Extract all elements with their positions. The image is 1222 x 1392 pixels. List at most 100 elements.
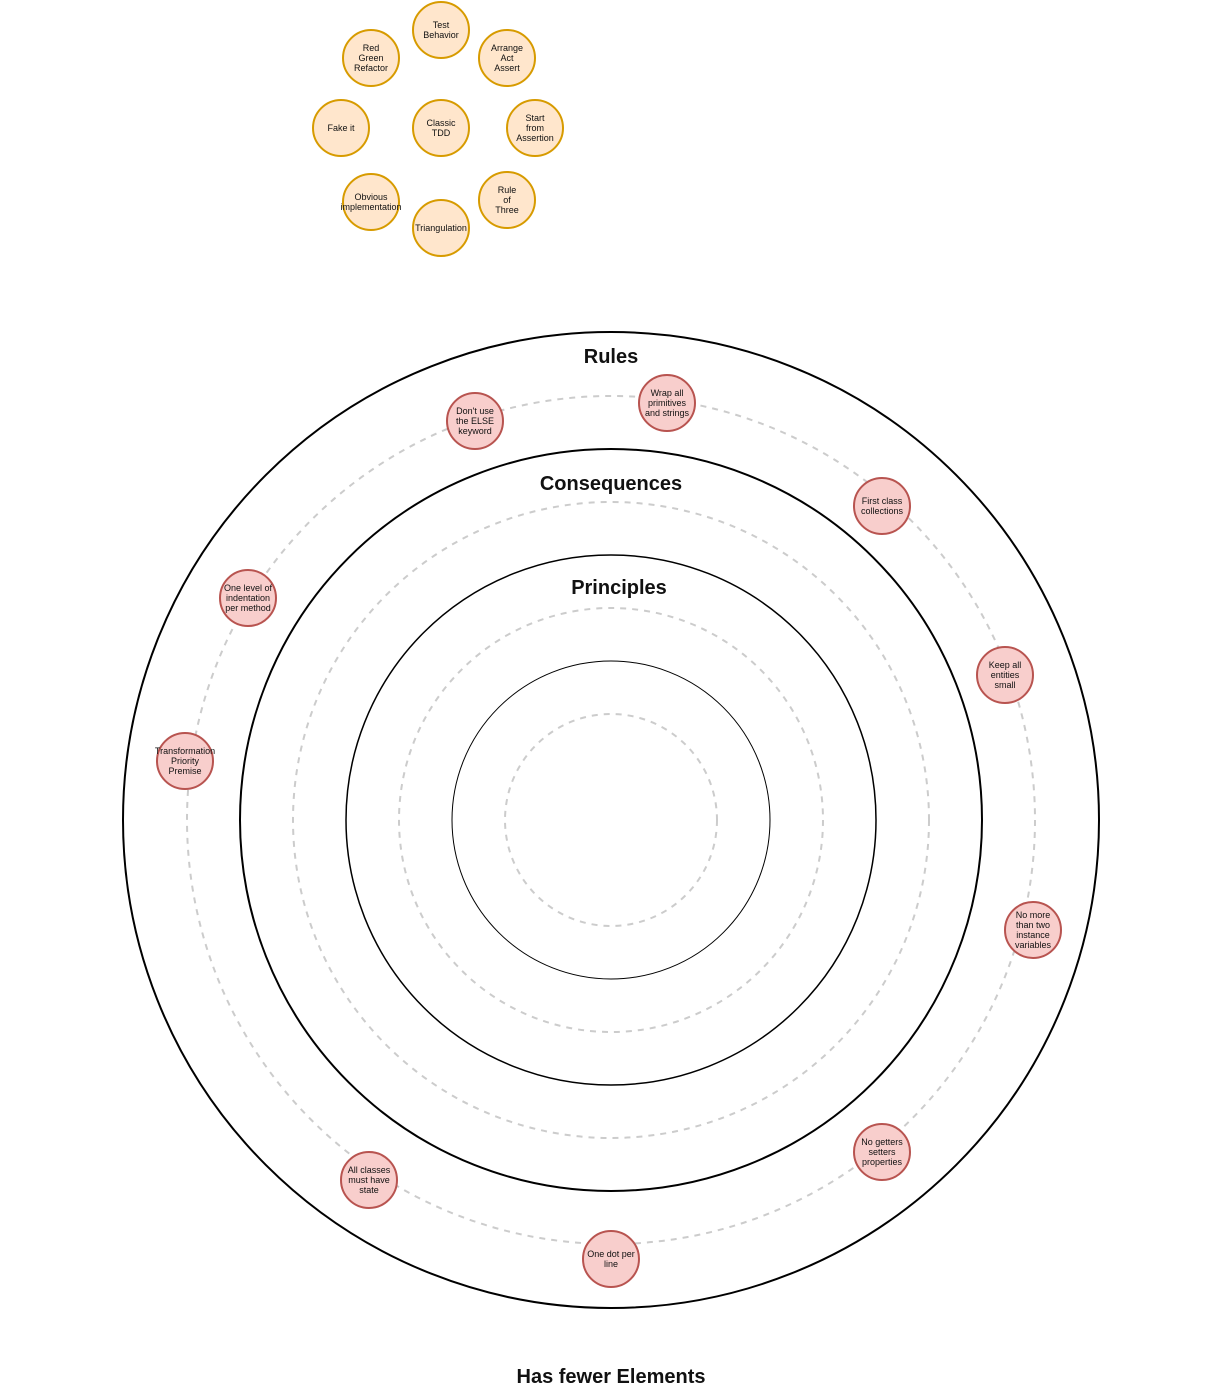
practice-circle xyxy=(412,1,470,59)
practice-circle xyxy=(342,29,400,87)
rule-circle xyxy=(219,569,277,627)
rule-label-line: Transformation xyxy=(155,746,215,756)
practice-label-line: Act xyxy=(500,53,514,63)
rule-label-line: setters xyxy=(868,1147,896,1157)
practice-label-line: Green xyxy=(358,53,383,63)
rule-label-line: must have xyxy=(348,1175,390,1185)
practice-label-line: Assert xyxy=(494,63,520,73)
practice-label-line: implementation xyxy=(340,202,401,212)
rule-label-line: line xyxy=(604,1259,618,1269)
consequences-ring xyxy=(239,448,983,1192)
practice-circle xyxy=(478,171,536,229)
consequences-orbit-dashed xyxy=(292,501,930,1139)
rule-label-line: instance xyxy=(1016,930,1050,940)
rule-label-line: Don't use xyxy=(456,406,494,416)
rule-circle xyxy=(156,732,214,790)
principles-ring xyxy=(345,554,877,1086)
practice-label-line: TDD xyxy=(432,128,451,138)
practice-label-line: Arrange xyxy=(491,43,523,53)
rule-label-line: the ELSE xyxy=(456,416,494,426)
rule-label-line: Priority xyxy=(171,756,200,766)
rule-label-line: Wrap all xyxy=(651,388,684,398)
rule-circle xyxy=(853,477,911,535)
practice-fake-it[interactable]: Fake it xyxy=(312,99,370,157)
rule-label-line: No getters xyxy=(861,1137,903,1147)
rule-label-line: state xyxy=(359,1185,379,1195)
rule-label-line: One dot per xyxy=(587,1249,635,1259)
core-orbit-dashed xyxy=(504,713,718,927)
rule-label-line: Premise xyxy=(168,766,201,776)
rule-label-line: properties xyxy=(862,1157,903,1167)
rule-label-line: and strings xyxy=(645,408,690,418)
practice-label-line: Obvious xyxy=(354,192,388,202)
rule-circle xyxy=(340,1151,398,1209)
practice-triangulation[interactable]: Triangulation xyxy=(412,199,470,257)
practices-cluster: TestBehaviorArrangeActAssertRedGreenRefa… xyxy=(312,1,564,257)
practice-label-line: Behavior xyxy=(423,30,459,40)
practice-label-line: Three xyxy=(495,205,519,215)
practice-label-line: Refactor xyxy=(354,63,388,73)
practice-circle xyxy=(342,173,400,231)
practice-circle xyxy=(478,29,536,87)
principles-title: Principles xyxy=(571,577,667,599)
practice-label-line: from xyxy=(526,123,544,133)
practice-circle xyxy=(412,99,470,157)
rule-label-line: All classes xyxy=(348,1165,391,1175)
principles-orbit-dashed xyxy=(398,607,824,1033)
rule-circle xyxy=(446,392,504,450)
rule-circle xyxy=(582,1230,640,1288)
rule-label-line: variables xyxy=(1015,940,1052,950)
practice-label-line: Triangulation xyxy=(415,223,467,233)
practice-label-line: Rule xyxy=(498,185,517,195)
practice-label-line: Assertion xyxy=(516,133,554,143)
consequences-title: Consequences xyxy=(540,473,682,495)
rule-circle xyxy=(976,646,1034,704)
practice-circle xyxy=(506,99,564,157)
rule-label-line: primitives xyxy=(648,398,687,408)
rules-ring xyxy=(122,331,1100,1309)
rule-label-line: No more xyxy=(1016,910,1051,920)
footer-title: Has fewer Elements xyxy=(516,1366,706,1388)
practice-circle xyxy=(312,99,370,157)
practice-label-line: Red xyxy=(363,43,380,53)
rule-circle xyxy=(853,1123,911,1181)
practice-label-line: Classic xyxy=(426,118,456,128)
practice-label-line: Start xyxy=(525,113,545,123)
rule-label-line: keyword xyxy=(458,426,492,436)
rule-circle xyxy=(638,374,696,432)
practice-circle xyxy=(412,199,470,257)
rule-label-line: First class xyxy=(862,496,903,506)
rule-circle xyxy=(1004,901,1062,959)
rule-label-line: per method xyxy=(225,603,271,613)
rule-label-line: Keep all xyxy=(989,660,1022,670)
rule-label-line: entities xyxy=(991,670,1020,680)
rule-label-line: indentation xyxy=(226,593,270,603)
rule-label-line: collections xyxy=(861,506,904,516)
practice-label-line: Test xyxy=(433,20,450,30)
rule-label-line: One level of xyxy=(224,583,273,593)
rule-label-line: small xyxy=(994,680,1015,690)
rule-label-line: than two xyxy=(1016,920,1050,930)
rules-title: Rules xyxy=(584,346,638,368)
core-ring xyxy=(451,660,771,980)
practice-label-line: Fake it xyxy=(327,123,355,133)
